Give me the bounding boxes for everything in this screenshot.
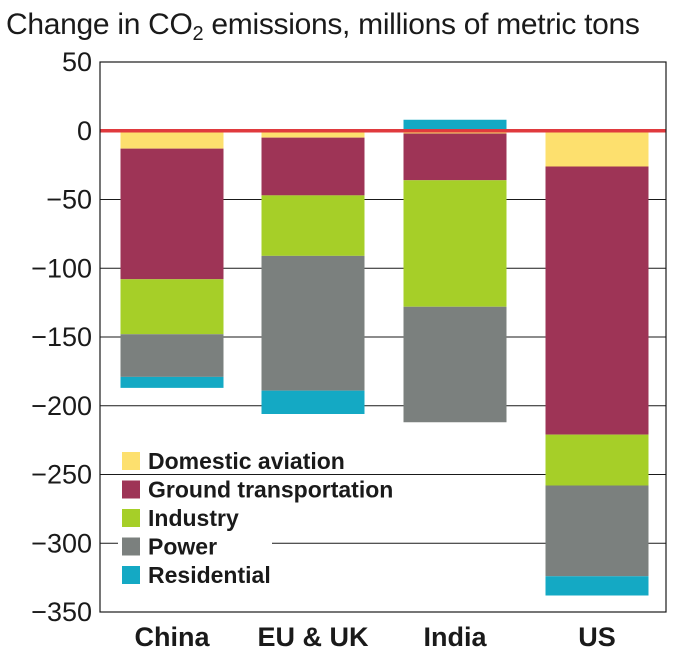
category-label: EU & UK [257, 622, 369, 652]
legend-backdrop [118, 476, 472, 503]
bar-segment-domestic-aviation [545, 130, 649, 167]
bar-segment-ground-transportation [545, 166, 649, 435]
legend-backdrop [118, 505, 294, 531]
y-tick-label: −50 [46, 185, 92, 215]
legend-backdrop [118, 533, 272, 560]
category-label: US [578, 622, 616, 652]
chart-title: Change in CO2 emissions, millions of met… [6, 8, 640, 45]
legend-label: Ground transportation [148, 477, 393, 503]
bar-segment-domestic-aviation [120, 130, 224, 149]
bar-segment-power [120, 334, 224, 377]
legend-label: Industry [148, 505, 239, 531]
bar-segment-ground-transportation [403, 133, 507, 181]
y-tick-label: −350 [31, 597, 92, 627]
bar-segment-industry [120, 279, 224, 335]
y-axis-ticks: 50 0 −50 −100 −150 −200 −250 −300 −350 [31, 47, 92, 627]
bar-segment-industry [261, 195, 365, 256]
bar-segment-industry [545, 434, 649, 486]
legend-swatch [122, 452, 140, 470]
legend-label: Residential [148, 562, 271, 588]
y-tick-label: −200 [31, 391, 92, 421]
bar-segment-ground-transportation [120, 148, 224, 280]
legend-swatch [122, 537, 140, 556]
bar-segment-industry [403, 180, 507, 307]
bars-layer [120, 119, 649, 596]
x-axis-categories: China EU & UK India US [134, 622, 615, 652]
legend-swatch [122, 566, 140, 584]
legend-swatch [122, 509, 140, 527]
legend-swatch [122, 480, 140, 499]
bar-segment-residential [403, 119, 507, 131]
y-tick-label: −300 [31, 528, 92, 558]
y-tick-label: 0 [77, 116, 92, 146]
category-label: India [423, 622, 487, 652]
bar-segment-power [403, 306, 507, 423]
y-tick-label: −250 [31, 460, 92, 490]
bar-segment-ground-transportation [261, 137, 365, 196]
bar-segment-power [261, 255, 365, 391]
y-tick-label: 50 [62, 47, 92, 77]
bar-segment-residential [120, 376, 224, 388]
y-tick-label: −100 [31, 253, 92, 283]
y-tick-label: −150 [31, 322, 92, 352]
legend: Domestic aviation Ground transportationIn… [118, 448, 472, 588]
category-label: China [134, 622, 210, 652]
bar-segment-power [545, 485, 649, 577]
legend-backdrop [118, 562, 329, 588]
legend-backdrop [118, 448, 422, 474]
legend-label: Domestic aviation [148, 448, 345, 474]
legend-label: Power [148, 534, 217, 560]
bar-segment-residential [545, 576, 649, 596]
plot-frame [99, 61, 667, 613]
bar-segment-residential [261, 390, 365, 414]
bar-segment-domestic-aviation [261, 130, 365, 138]
